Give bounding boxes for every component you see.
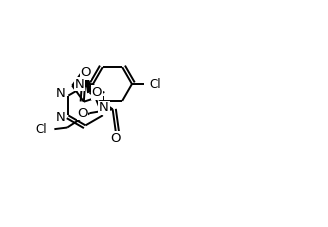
Polygon shape (84, 69, 92, 93)
Text: O: O (80, 66, 91, 79)
Text: N: N (55, 87, 65, 101)
Text: N: N (55, 111, 65, 123)
Text: Cl: Cl (35, 123, 47, 136)
Text: N: N (74, 78, 84, 91)
Text: N: N (99, 101, 109, 114)
Text: O: O (111, 132, 121, 145)
Text: O: O (77, 107, 88, 120)
Text: Cl: Cl (150, 78, 161, 91)
Text: O: O (92, 86, 102, 99)
